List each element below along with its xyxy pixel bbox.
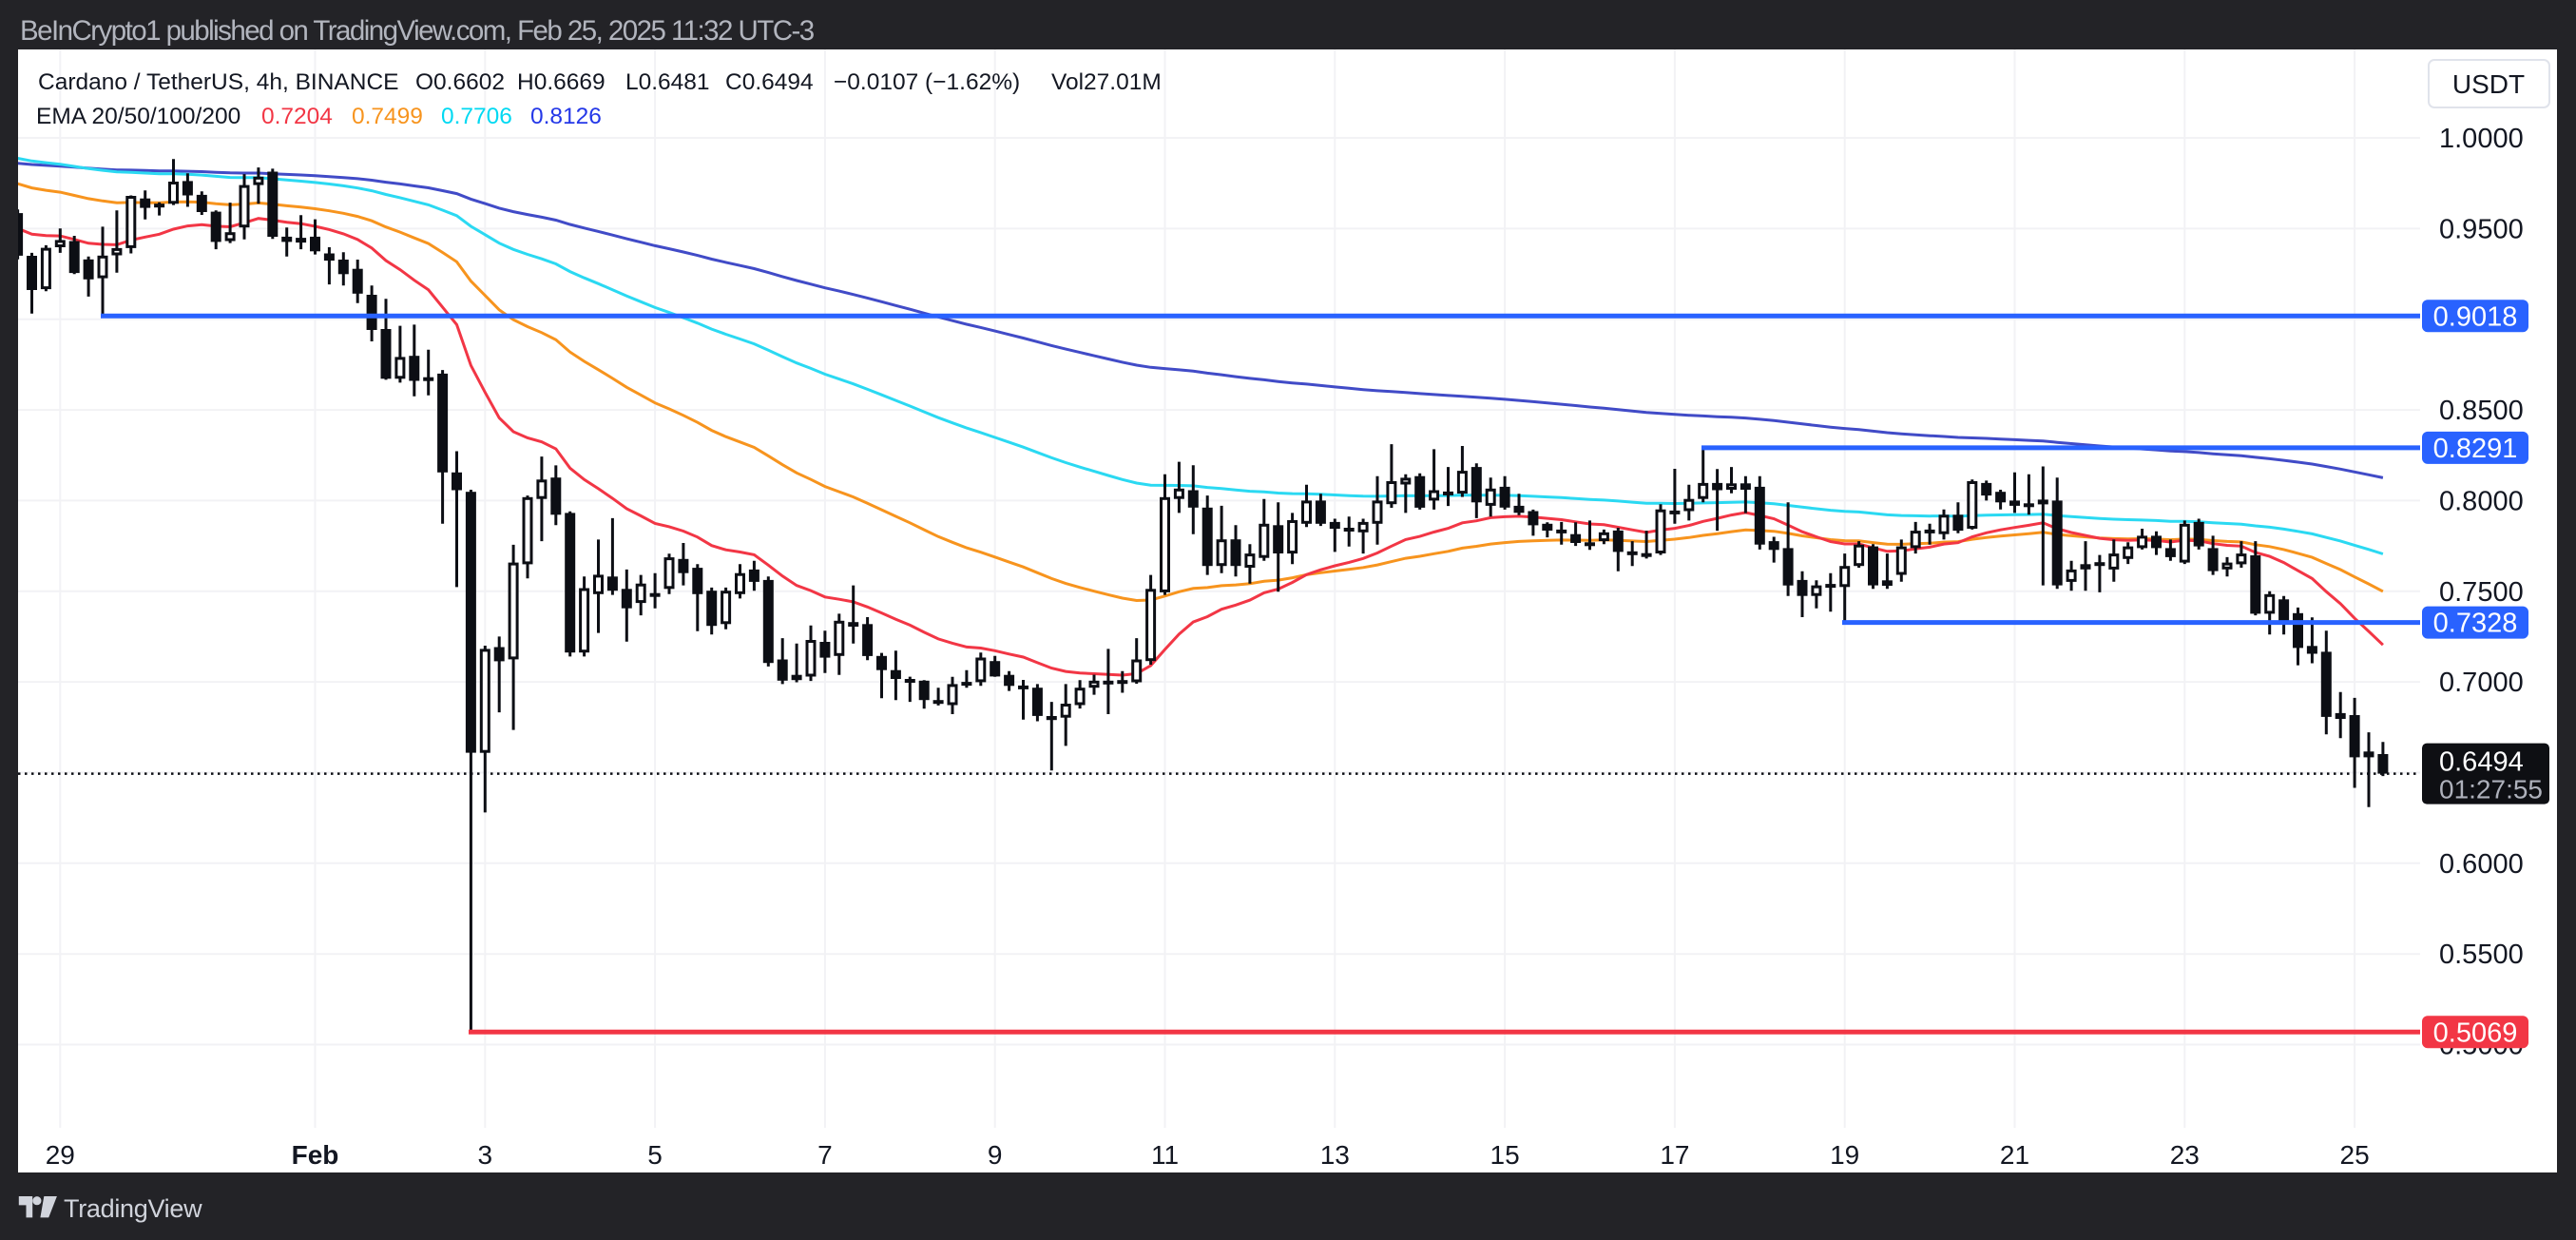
svg-text:0.5069: 0.5069 [2433, 1017, 2518, 1048]
svg-text:0.9500: 0.9500 [2439, 214, 2524, 244]
svg-text:1.0000: 1.0000 [2439, 124, 2524, 154]
svg-text:0.9018: 0.9018 [2433, 301, 2518, 332]
svg-text:H0.6669: H0.6669 [517, 69, 606, 95]
svg-text:0.7000: 0.7000 [2439, 668, 2524, 698]
svg-text:USDT: USDT [2452, 69, 2525, 99]
svg-text:17: 17 [1660, 1140, 1689, 1170]
svg-text:TradingView: TradingView [64, 1194, 202, 1223]
svg-text:BeInCrypto1 published on Tradi: BeInCrypto1 published on TradingView.com… [20, 15, 815, 47]
svg-text:Vol27.01M: Vol27.01M [1051, 69, 1162, 95]
svg-text:0.7706: 0.7706 [441, 104, 512, 129]
svg-text:13: 13 [1320, 1140, 1350, 1170]
svg-text:O0.6602: O0.6602 [415, 69, 505, 95]
svg-text:0.8000: 0.8000 [2439, 486, 2524, 516]
svg-text:0.7500: 0.7500 [2439, 577, 2524, 608]
svg-text:0.8291: 0.8291 [2433, 434, 2518, 464]
svg-text:7: 7 [817, 1140, 833, 1170]
svg-text:0.7499: 0.7499 [352, 104, 423, 129]
svg-text:EMA 20/50/100/200: EMA 20/50/100/200 [36, 104, 240, 129]
svg-text:5: 5 [647, 1140, 663, 1170]
svg-text:Feb: Feb [292, 1140, 339, 1170]
svg-text:0.7204: 0.7204 [261, 104, 333, 129]
svg-text:9: 9 [988, 1140, 1003, 1170]
svg-text:15: 15 [1490, 1140, 1520, 1170]
svg-text:0.7328: 0.7328 [2433, 609, 2518, 639]
svg-text:01:27:55: 01:27:55 [2439, 775, 2543, 804]
svg-text:0.5500: 0.5500 [2439, 940, 2524, 970]
svg-text:11: 11 [1151, 1140, 1179, 1170]
svg-text:23: 23 [2170, 1140, 2200, 1170]
svg-text:−0.0107 (−1.62%): −0.0107 (−1.62%) [834, 69, 1020, 95]
svg-text:0.8500: 0.8500 [2439, 396, 2524, 426]
svg-text:19: 19 [1830, 1140, 1859, 1170]
svg-text:C0.6494: C0.6494 [725, 69, 814, 95]
svg-text:L0.6481: L0.6481 [625, 69, 710, 95]
svg-text:0.6000: 0.6000 [2439, 849, 2524, 880]
svg-text:0.6494: 0.6494 [2439, 747, 2524, 778]
svg-text:Cardano / TetherUS, 4h, BINANC: Cardano / TetherUS, 4h, BINANCE [38, 69, 398, 95]
svg-text:0.8126: 0.8126 [530, 104, 602, 129]
svg-text:21: 21 [2000, 1140, 2029, 1170]
svg-text:3: 3 [478, 1140, 493, 1170]
svg-text:29: 29 [46, 1140, 75, 1170]
svg-text:25: 25 [2340, 1140, 2370, 1170]
